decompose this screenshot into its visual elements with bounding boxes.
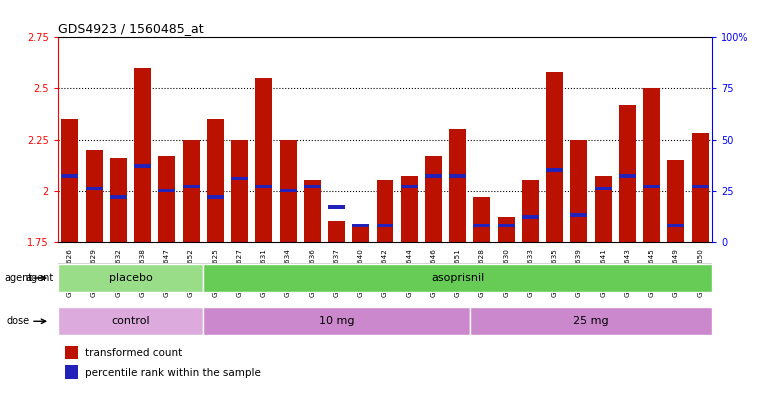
Bar bbox=[400, 176, 417, 242]
Bar bbox=[522, 215, 539, 219]
Bar bbox=[522, 180, 539, 242]
Bar bbox=[474, 224, 490, 227]
Bar bbox=[377, 180, 393, 242]
Bar bbox=[159, 156, 176, 242]
Bar bbox=[328, 221, 345, 242]
Bar bbox=[231, 140, 248, 242]
Text: 25 mg: 25 mg bbox=[573, 316, 609, 326]
Bar bbox=[643, 185, 660, 188]
Bar bbox=[65, 365, 78, 379]
Bar bbox=[85, 187, 102, 190]
Bar bbox=[182, 140, 199, 242]
Bar bbox=[182, 185, 199, 188]
Text: control: control bbox=[111, 316, 150, 326]
Bar bbox=[207, 119, 224, 242]
Bar bbox=[546, 168, 563, 172]
Text: asoprisnil: asoprisnil bbox=[431, 273, 484, 283]
Bar bbox=[668, 160, 685, 242]
Bar bbox=[691, 185, 708, 188]
Bar bbox=[594, 187, 611, 190]
Bar bbox=[328, 205, 345, 209]
Bar bbox=[400, 185, 417, 188]
Bar bbox=[203, 264, 712, 292]
Text: agent: agent bbox=[25, 273, 54, 283]
Text: placebo: placebo bbox=[109, 273, 152, 283]
Text: agent: agent bbox=[4, 273, 32, 283]
Bar bbox=[497, 224, 514, 227]
Text: dose: dose bbox=[7, 316, 30, 326]
Bar bbox=[571, 140, 588, 242]
Bar bbox=[304, 180, 321, 242]
Bar bbox=[280, 140, 296, 242]
Bar bbox=[425, 174, 442, 178]
Bar bbox=[85, 150, 102, 242]
Bar bbox=[619, 174, 636, 178]
Bar bbox=[691, 133, 708, 242]
Bar bbox=[377, 224, 393, 227]
Text: percentile rank within the sample: percentile rank within the sample bbox=[85, 368, 260, 378]
Text: transformed count: transformed count bbox=[85, 348, 182, 358]
Text: 10 mg: 10 mg bbox=[319, 316, 354, 326]
Bar bbox=[134, 68, 151, 242]
Bar bbox=[256, 78, 273, 242]
Bar bbox=[62, 119, 79, 242]
Bar bbox=[668, 224, 685, 227]
Bar bbox=[571, 213, 588, 217]
Bar bbox=[65, 346, 78, 359]
Text: GDS4923 / 1560485_at: GDS4923 / 1560485_at bbox=[58, 22, 203, 35]
Bar bbox=[546, 72, 563, 242]
Bar bbox=[353, 224, 370, 227]
Bar bbox=[256, 185, 273, 188]
Bar bbox=[474, 197, 490, 242]
Bar bbox=[497, 217, 514, 242]
Bar bbox=[353, 228, 370, 242]
Bar bbox=[449, 174, 466, 178]
Bar bbox=[110, 195, 127, 198]
Bar bbox=[110, 158, 127, 242]
Bar bbox=[619, 105, 636, 242]
Bar bbox=[62, 174, 79, 178]
Bar bbox=[134, 164, 151, 168]
Bar bbox=[449, 129, 466, 242]
Bar bbox=[207, 195, 224, 198]
Bar bbox=[280, 189, 296, 193]
Bar bbox=[159, 189, 176, 193]
Bar bbox=[304, 185, 321, 188]
Bar bbox=[58, 307, 203, 335]
Bar bbox=[643, 88, 660, 242]
Bar bbox=[231, 176, 248, 180]
Bar bbox=[594, 176, 611, 242]
Bar bbox=[470, 307, 712, 335]
Bar bbox=[58, 264, 203, 292]
Bar bbox=[203, 307, 470, 335]
Bar bbox=[425, 156, 442, 242]
